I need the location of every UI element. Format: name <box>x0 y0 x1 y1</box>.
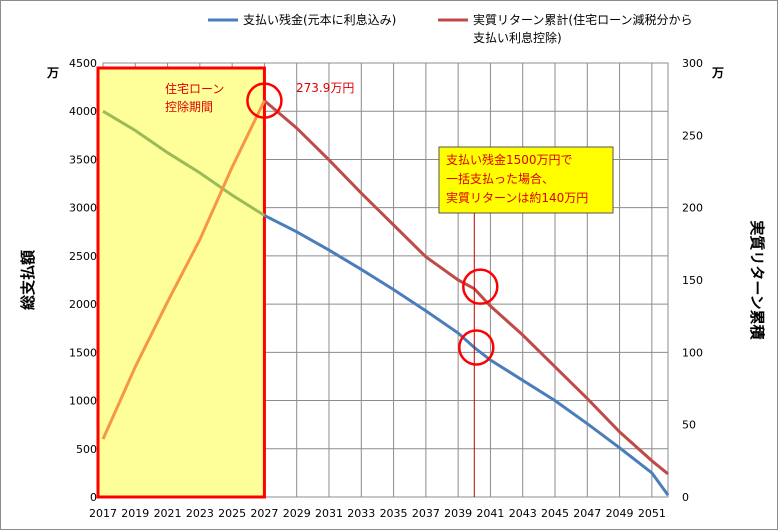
left-tick-label: 3500 <box>69 153 97 166</box>
x-tick-label: 2047 <box>573 507 601 520</box>
right-axis-unit: 万 <box>711 66 724 80</box>
legend-label-return-line1: 実質リターン累計(住宅ローン減税分から <box>473 12 692 27</box>
right-tick-label: 250 <box>682 129 703 142</box>
left-tick-label: 1000 <box>69 395 97 408</box>
x-tick-label: 2045 <box>541 507 569 520</box>
right-tick-label: 200 <box>682 202 703 215</box>
peak-value-label: 273.9万円 <box>296 81 354 95</box>
remaining-circle-2040 <box>458 329 495 366</box>
left-tick-label: 2000 <box>69 298 97 311</box>
left-tick-label: 1500 <box>69 346 97 359</box>
x-tick-label: 2021 <box>154 507 182 520</box>
legend-label-remaining: 支払い残金(元本に利息込み) <box>243 12 396 27</box>
x-tick-label: 2033 <box>347 507 375 520</box>
left-tick-label: 0 <box>90 491 97 504</box>
x-tick-label: 2027 <box>250 507 278 520</box>
x-tick-label: 2017 <box>89 507 117 520</box>
series-line-remaining <box>263 214 670 496</box>
return-circle-2040 <box>462 268 499 305</box>
x-tick-label: 2023 <box>186 507 214 520</box>
left-tick-label: 3000 <box>69 202 97 215</box>
x-tick-label: 2039 <box>444 507 472 520</box>
right-tick-label: 50 <box>682 419 696 432</box>
callout-line: 実質リターンは約140万円 <box>446 190 588 205</box>
left-axis-unit: 万 <box>46 66 59 80</box>
right-tick-label: 100 <box>682 346 703 359</box>
right-axis-title: 実質リターン累積 <box>748 220 766 340</box>
left-tick-label: 2500 <box>69 250 97 263</box>
deduction-period-box <box>96 66 266 499</box>
x-tick-label: 2019 <box>121 507 149 520</box>
x-tick-label: 2051 <box>638 507 666 520</box>
legend-label-return-line2: 支払い利息控除) <box>473 30 562 45</box>
left-tick-label: 4500 <box>69 57 97 70</box>
callout-box <box>438 146 614 214</box>
x-tick-label: 2041 <box>476 507 504 520</box>
series-line-return-highlighted <box>101 99 266 440</box>
callout-line: 支払い残金1500万円で <box>446 152 573 167</box>
x-tick-label: 2035 <box>380 507 408 520</box>
period-label-line2: 控除期間 <box>165 99 213 114</box>
period-label-line1: 住宅ローン <box>165 81 224 96</box>
right-tick-label: 150 <box>682 274 703 287</box>
x-tick-label: 2043 <box>509 507 537 520</box>
right-tick-label: 300 <box>682 57 703 70</box>
peak-circle <box>246 82 283 119</box>
x-tick-label: 2025 <box>218 507 246 520</box>
left-axis-title: 総支払額 <box>19 250 37 310</box>
left-tick-label: 500 <box>76 443 97 456</box>
right-tick-label: 0 <box>682 491 689 504</box>
x-tick-label: 2049 <box>606 507 634 520</box>
x-tick-label: 2029 <box>283 507 311 520</box>
callout-line: 一括支払った場合、 <box>446 171 554 186</box>
x-tick-label: 2037 <box>412 507 440 520</box>
x-tick-label: 2031 <box>315 507 343 520</box>
left-tick-label: 4000 <box>69 105 97 118</box>
series-line-remaining-highlighted <box>102 109 266 217</box>
